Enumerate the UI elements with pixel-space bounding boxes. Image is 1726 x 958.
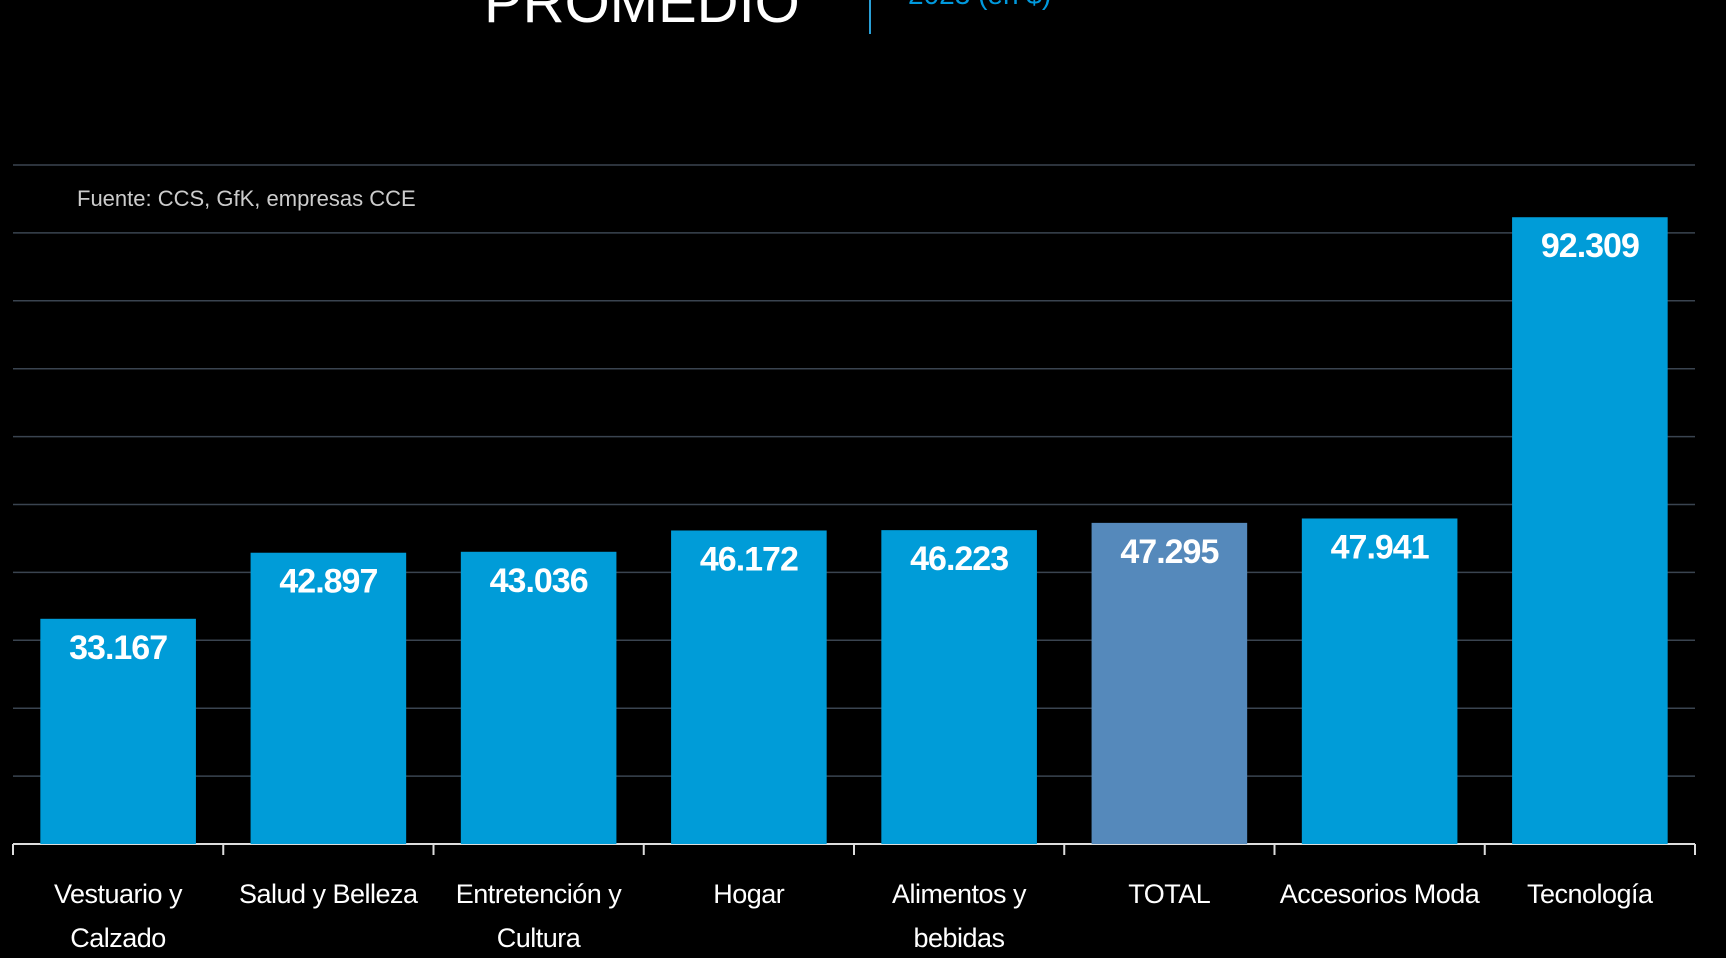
x-tick-label: Alimentos y bebidas <box>854 872 1064 958</box>
page: PROMEDIO 2023 (en $) Fuente: CCS, GfK, e… <box>0 0 1726 958</box>
value-label: 33.167 <box>69 629 167 667</box>
x-tick-label: Hogar <box>644 872 854 916</box>
x-tick-label: TOTAL <box>1064 872 1274 916</box>
x-tick-label: Salud y Belleza <box>223 872 433 916</box>
value-label: 42.897 <box>279 563 377 601</box>
x-tick-label: Accesorios Moda <box>1275 872 1485 916</box>
bar <box>1092 523 1248 844</box>
value-label: 46.172 <box>700 540 798 578</box>
chart-subtitle: 2023 (en $) <box>908 0 1051 10</box>
x-tick-label: Vestuario y Calzado <box>13 872 223 958</box>
x-tick-label: Tecnología <box>1485 872 1695 916</box>
value-label: 92.309 <box>1541 227 1639 265</box>
value-label: 46.223 <box>910 540 1008 578</box>
chart-title: PROMEDIO <box>484 0 800 35</box>
value-label: 47.295 <box>1120 533 1218 571</box>
source: Fuente: CCS, GfK, empresas CCE <box>77 186 416 211</box>
bar <box>1512 217 1668 844</box>
bar <box>1302 518 1458 844</box>
value-label: 43.036 <box>490 562 588 600</box>
x-tick-label: Entretención y Cultura <box>434 872 644 958</box>
chart: PROMEDIO 2023 (en $) Fuente: CCS, GfK, e… <box>0 0 1726 958</box>
value-label: 47.941 <box>1331 528 1429 566</box>
